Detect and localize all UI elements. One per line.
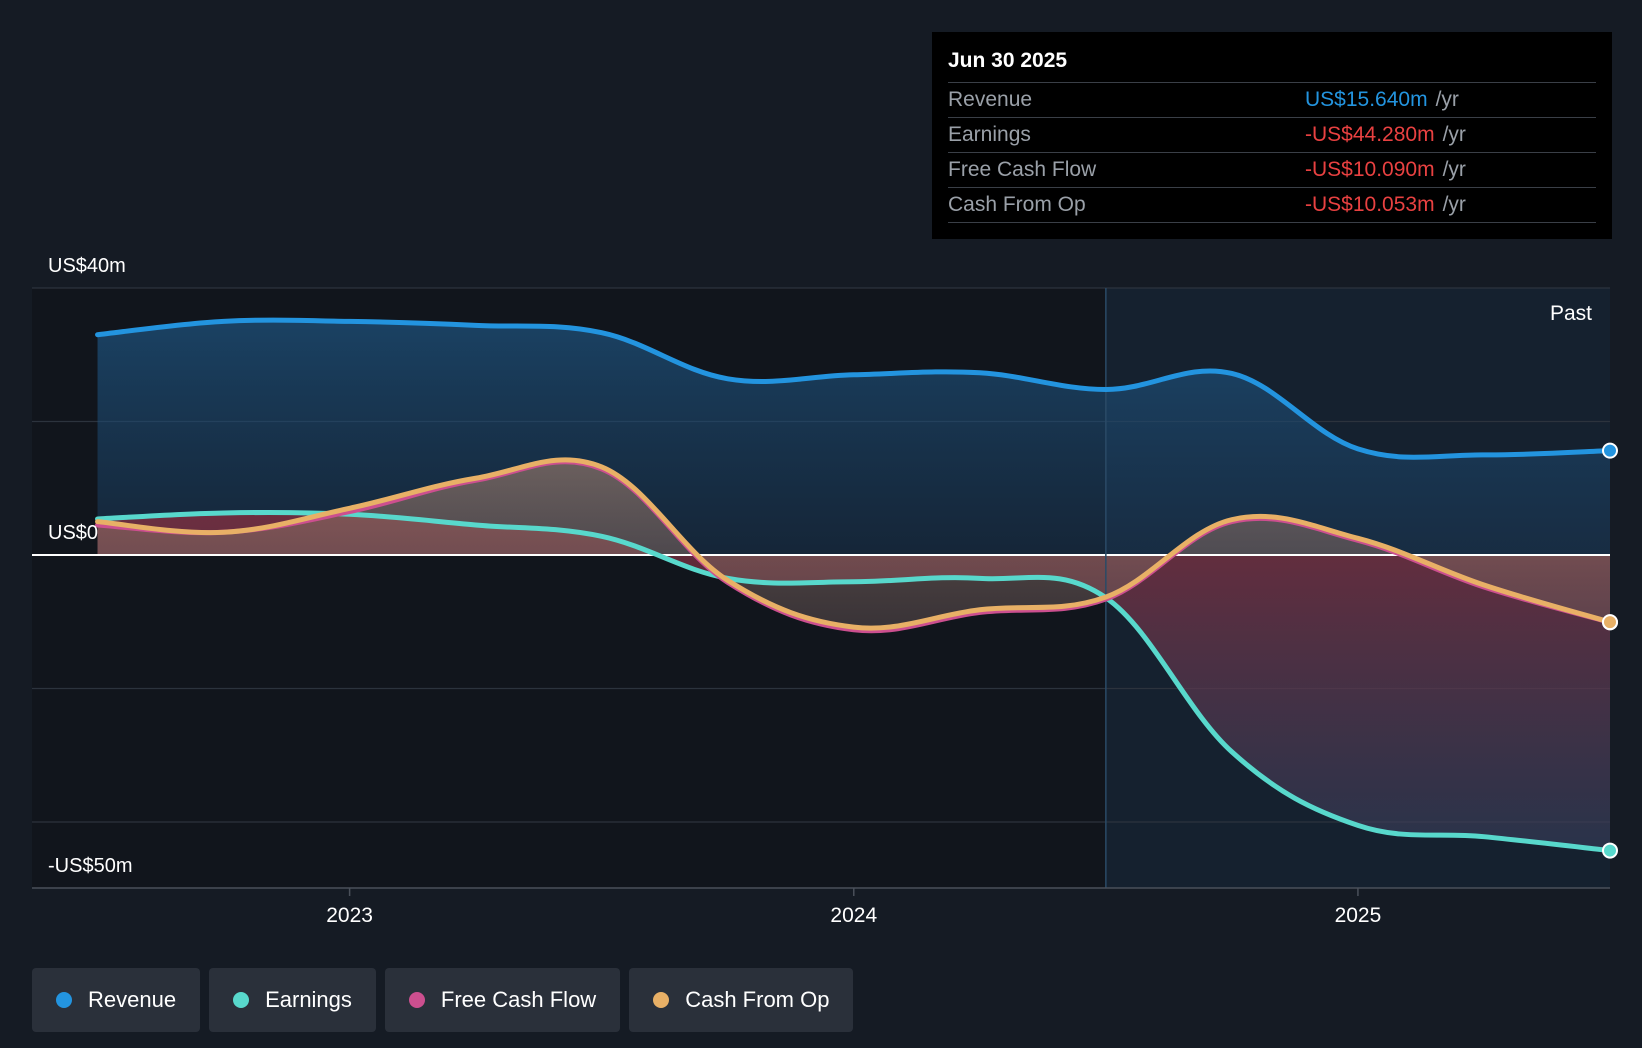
tooltip-row-value: -US$44.280m [1305, 123, 1435, 146]
y-tick-label: US$0 [48, 522, 98, 544]
legend: Revenue Earnings Free Cash Flow Cash From O… [32, 968, 854, 1032]
earnings-end-dot [1602, 842, 1618, 859]
tooltip-row-label: Cash From Op [948, 193, 1086, 216]
legend-dot-icon [233, 992, 250, 1008]
legend-dot-icon [408, 992, 425, 1008]
revenue-line [95, 317, 1610, 460]
tooltip-row-value: -US$10.053m [1305, 193, 1435, 216]
tooltip-row-earnings: Earnings -US$44.280m/yr [948, 117, 1596, 152]
legend-item-cash-from-op[interactable]: Cash From Op [629, 968, 854, 1032]
earnings-line [95, 509, 1610, 854]
series-end-dots [1602, 442, 1618, 859]
past-label: Past [1550, 302, 1592, 325]
x-tick-label: 2024 [830, 904, 877, 927]
tooltip-row-value: -US$10.090m [1305, 158, 1435, 181]
tooltip-date: Jun 30 2025 [948, 49, 1068, 72]
y-tick-label: -US$50m [48, 855, 132, 877]
tooltip-row-unit: /yr [1442, 193, 1466, 216]
legend-label: Cash From Op [685, 987, 830, 1012]
legend-label: Free Cash Flow [440, 987, 597, 1012]
tooltip-row-revenue: Revenue US$15.640m/yr [948, 82, 1596, 117]
tooltip: Jun 30 2025 Revenue US$15.640m/yr Earnings… [932, 32, 1612, 239]
cash-from-op-area [97, 459, 1610, 629]
tooltip-row-free-cash-flow: Free Cash Flow -US$10.090m/yr [948, 152, 1596, 187]
tooltip-row-label: Revenue [948, 88, 1033, 111]
series-areas [97, 320, 1610, 851]
legend-item-earnings[interactable]: Earnings [209, 968, 376, 1032]
tooltip-row-label: Earnings [948, 123, 1031, 146]
tooltip-row-cash-from-op: Cash From Op -US$10.053m/yr [948, 187, 1596, 223]
x-axis: 2023 2024 2025 [326, 888, 1381, 927]
legend-item-free-cash-flow[interactable]: Free Cash Flow [384, 968, 621, 1032]
x-tick-label: 2025 [1335, 904, 1382, 927]
tooltip-rows: Revenue US$15.640m/yr Earnings -US$44.280m /… [948, 82, 1596, 223]
legend-dot-icon [653, 992, 670, 1008]
y-tick-label: US$40m [48, 255, 126, 277]
legend-item-revenue[interactable]: Revenue [32, 968, 201, 1032]
tooltip-row-label: Free Cash Flow [948, 158, 1097, 181]
tooltip-row-value: US$15.640m [1305, 88, 1428, 111]
tooltip-row-unit: /yr [1442, 158, 1466, 181]
tooltip-row-unit: /yr [1435, 88, 1459, 111]
revenue-end-dot [1602, 442, 1618, 459]
earnings-area [97, 512, 1610, 851]
x-tick-label: 2023 [326, 904, 373, 927]
series-lines [95, 317, 1610, 854]
legend-dot-icon [56, 992, 72, 1008]
cash-from-op-end-dot [1602, 614, 1618, 631]
legend-label: Earnings [265, 987, 352, 1012]
tooltip-row-unit: /yr [1442, 123, 1466, 146]
cash-from-op-line [95, 457, 1610, 631]
legend-label: Revenue [88, 987, 177, 1012]
y-axis: US$40m US$0 -US$50m [48, 255, 132, 877]
